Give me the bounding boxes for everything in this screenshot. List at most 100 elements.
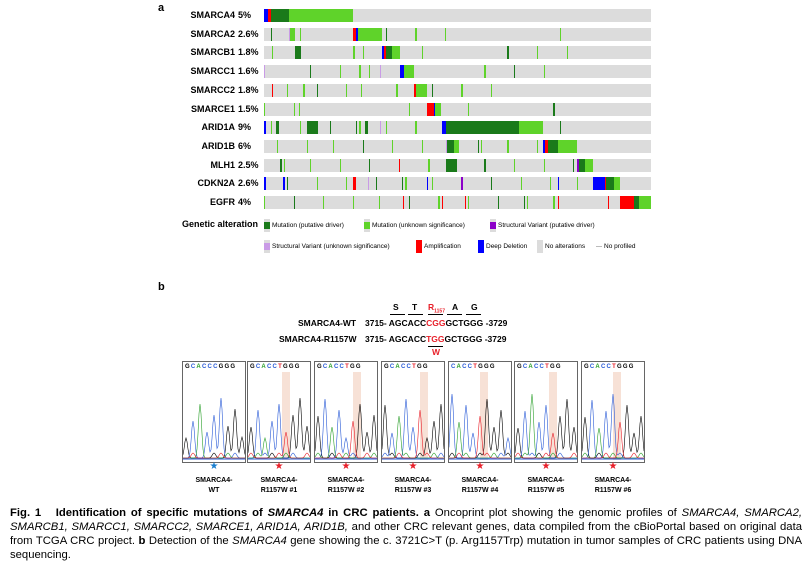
sample-label-2: R1157W #4 [461, 487, 499, 494]
alteration-mark [507, 46, 509, 60]
alteration-mark [560, 27, 562, 41]
legend-swatch [264, 240, 270, 253]
caption-b: b [135, 535, 146, 547]
trace-t [582, 421, 644, 459]
alteration-mark [353, 46, 356, 60]
legend-item: Structural Variant (putative driver) [490, 219, 595, 232]
mut-sequence: 3715- AGCACCTGGGCTGGG -3729 [365, 334, 506, 344]
caption-title: Identification of specific mutations of … [56, 507, 419, 519]
alteration-mark [339, 158, 341, 172]
trace-a [183, 403, 245, 459]
alteration-mark [514, 65, 516, 79]
aa-change: W [432, 347, 441, 357]
legend-label: Mutation (putative driver) [272, 222, 344, 229]
alteration-mark [633, 196, 640, 209]
alteration-mark [444, 27, 447, 41]
alteration-mark [287, 177, 289, 191]
gene-percent: 2.5% [238, 159, 259, 170]
base-calls: GCACCCGGG [185, 364, 237, 370]
alteration-mark [275, 121, 280, 135]
chromatogram-trace [248, 397, 310, 460]
chromatogram-panel: GCACCTGGG [247, 361, 311, 463]
caption-s4: gene showing the c. 3721C>T (p. Arg1157T… [10, 535, 803, 561]
alteration-mark [558, 196, 559, 209]
alteration-mark [369, 65, 371, 79]
alteration-mark [467, 196, 470, 209]
star-icon: ★ [209, 461, 219, 472]
alteration-mark [435, 102, 442, 116]
trace-t [382, 409, 444, 459]
caption-title-gene: SMARCA4 [267, 507, 324, 519]
gene-label: SMARCA2 [190, 28, 235, 39]
legend-item: Mutation (unknown significance) [364, 219, 465, 232]
trace-c [582, 393, 644, 459]
alteration-mark [399, 158, 401, 172]
alteration-mark [329, 121, 331, 135]
sample-label-1: SMARCA4- [527, 477, 565, 484]
alteration-mark [558, 139, 578, 153]
alteration-mark [520, 177, 522, 191]
alteration-mark [477, 139, 479, 153]
alteration-mark [415, 27, 417, 41]
base-calls: GCACCTGGG [584, 364, 635, 370]
alteration-mark [283, 158, 285, 172]
alteration-mark [405, 177, 407, 191]
alteration-mark [333, 139, 335, 153]
alteration-mark [270, 121, 272, 135]
alteration-mark [527, 196, 529, 209]
chromatogram-panel: GCACCCGGG [182, 361, 246, 463]
sample-label: SMARCA4- WT [179, 476, 249, 496]
sample-label-2: R1157W #5 [527, 487, 565, 494]
caption-a: a [418, 507, 431, 519]
alteration-mark [408, 196, 410, 209]
wt-start: 3715- [365, 318, 387, 328]
trace-g [382, 403, 444, 459]
sample-label: SMARCA4- R1157W #2 [311, 476, 381, 496]
panel-b-label: b [158, 281, 165, 293]
legend-label: Structural Variant (unknown significance… [272, 243, 390, 250]
codon-r-letter: R [428, 302, 435, 312]
alteration-mark [558, 177, 559, 191]
alteration-mark [592, 177, 605, 191]
gene-percent: 2.6% [238, 178, 259, 189]
mut-pre: AGCACC [388, 334, 427, 344]
alteration-mark [445, 121, 520, 135]
alteration-mark [352, 196, 354, 209]
star-icon: ★ [274, 461, 284, 472]
alteration-mark [548, 139, 559, 153]
base-calls: CACCTGGG [451, 364, 496, 370]
chromatogram-trace [582, 393, 644, 460]
alteration-mark [402, 177, 404, 191]
alteration-mark [566, 46, 568, 60]
alteration-mark [421, 139, 424, 153]
gene-label: EGFR [209, 197, 235, 207]
alteration-mark [379, 196, 381, 209]
legend-label: No profiled [604, 243, 636, 250]
trace-t [183, 452, 245, 459]
alteration-mark [362, 46, 364, 60]
legend-item: No profiled [596, 240, 635, 253]
gene-percent: 4% [238, 197, 252, 207]
alteration-mark [484, 158, 486, 172]
alteration-mark [385, 121, 387, 135]
alteration-mark [576, 177, 578, 191]
alteration-mark [302, 83, 306, 97]
alteration-mark [385, 27, 387, 41]
alteration-mark [360, 83, 363, 97]
trace-g [582, 404, 644, 459]
alteration-mark [461, 177, 463, 191]
alteration-mark [620, 196, 634, 209]
alteration-mark [426, 177, 428, 191]
alteration-mark [428, 158, 430, 172]
alteration-mark [403, 196, 405, 209]
legend-item: Amplification [416, 240, 461, 253]
alteration-mark [316, 177, 318, 191]
gene-label: MLH1 [210, 159, 236, 170]
alteration-mark [362, 139, 364, 153]
gene-label: ARID1B [201, 140, 235, 151]
alteration-mark [537, 139, 539, 153]
alteration-mark [639, 196, 651, 209]
legend-label: Deep Deletion [486, 243, 528, 250]
trace-c [382, 398, 444, 459]
legend-swatch [537, 240, 543, 253]
